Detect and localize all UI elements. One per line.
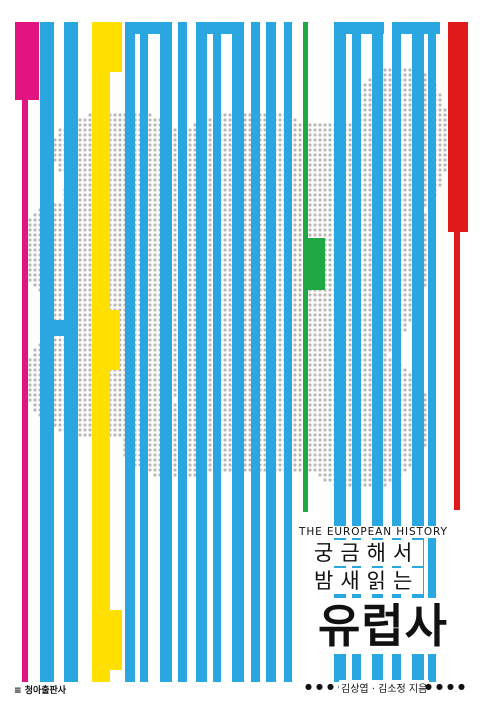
publisher-name: 청아출판사 [24, 686, 67, 696]
english-subtitle: THE EUROPEAN HISTORY [296, 526, 451, 538]
letter-e-top [92, 22, 122, 72]
letter-stroke-5 [196, 22, 207, 682]
letter-stroke-15 [412, 22, 424, 682]
letter-stroke-2 [140, 22, 148, 682]
letter-stroke-11 [334, 22, 346, 682]
letter-h-left [40, 22, 54, 682]
letter-i-stem [303, 22, 308, 512]
letter-cap-3 [334, 22, 384, 34]
letter-stroke-13 [372, 22, 383, 682]
letter-t-stem [22, 22, 28, 682]
letter-h-bridge [40, 320, 78, 336]
publisher-mark-icon: ≡ [14, 686, 22, 696]
subtitle-line-2: 밤새읽는 [310, 568, 424, 594]
letter-stroke-7 [232, 22, 244, 682]
letter-stroke-4 [178, 22, 187, 682]
letter-i-block [307, 238, 325, 290]
letter-stroke-14 [392, 22, 401, 682]
letter-stroke-3 [160, 22, 172, 682]
letter-stroke-6 [213, 22, 221, 682]
letter-cap-1 [125, 22, 167, 34]
subtitle-line-1: 궁금해서 [310, 540, 424, 566]
letter-e-bottom [92, 610, 122, 670]
letter-stroke-12 [352, 22, 361, 682]
letter-e-mid [92, 310, 120, 370]
letter-cap-4 [392, 22, 440, 34]
letter-stroke-16 [428, 22, 436, 682]
letter-stroke-10 [284, 22, 292, 682]
decorative-dots-right: ●●●● [425, 682, 469, 691]
main-title: 유럽사 [312, 598, 454, 654]
letter-h-right [64, 22, 78, 682]
letter-stroke-8 [251, 22, 260, 682]
publisher-logo: ≡ 청아출판사 [14, 683, 66, 696]
letter-y-stem [454, 230, 460, 510]
letter-stroke-1 [125, 22, 135, 682]
vertical-title-letters [15, 22, 468, 682]
decorative-dots-left: ●●●● [305, 682, 349, 691]
letter-y-top [448, 22, 468, 232]
author-credit: 김상엽 · 김소정 지음 [339, 680, 430, 695]
letter-stroke-9 [266, 22, 276, 682]
letter-cap-2 [196, 22, 244, 34]
